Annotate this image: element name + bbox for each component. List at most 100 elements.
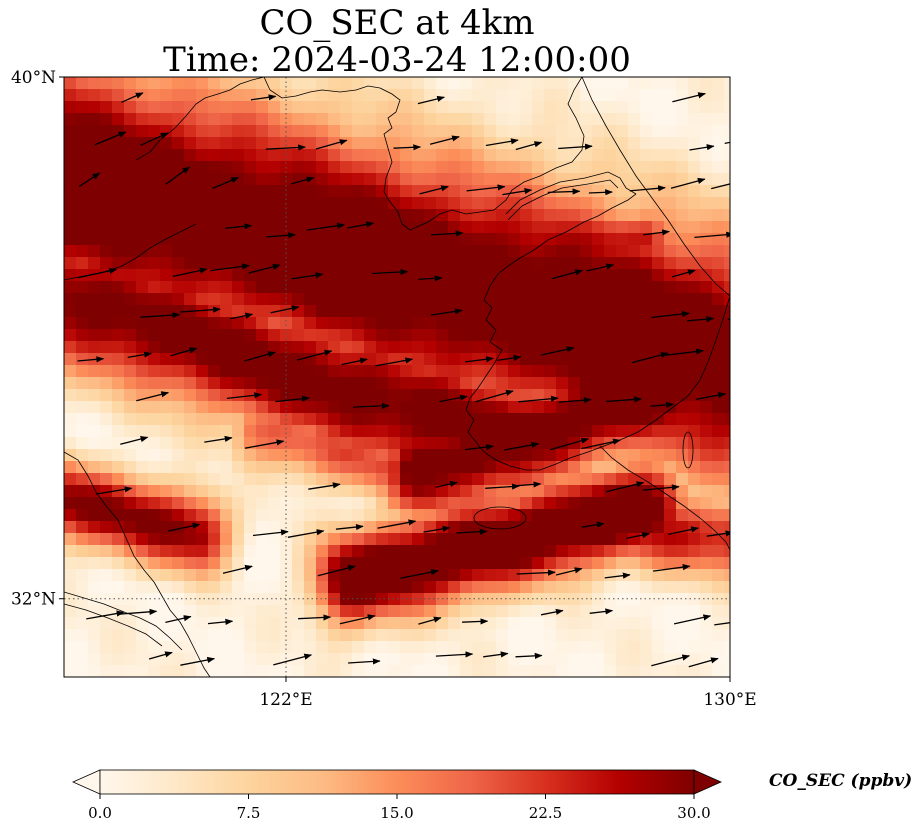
heat-cell (532, 257, 545, 270)
wind-vector (714, 622, 730, 626)
heat-cell (712, 245, 725, 258)
heat-cell (376, 509, 389, 522)
heat-cell (664, 581, 677, 594)
heat-cell (520, 281, 533, 294)
heat-cell (352, 485, 365, 498)
heat-cell (688, 245, 701, 258)
heat-cell (676, 341, 689, 354)
heat-cell (340, 185, 353, 198)
heat-cell (496, 509, 509, 522)
tsushima-island (682, 431, 694, 469)
heat-cell (640, 125, 653, 138)
heat-cell (592, 425, 605, 438)
heat-cell (292, 329, 305, 342)
heat-cell (208, 533, 221, 546)
heat-cell (508, 125, 521, 138)
heat-cell (568, 605, 581, 618)
heat-cell (544, 413, 557, 426)
heat-cell (88, 437, 101, 450)
heat-cell (652, 377, 665, 390)
heat-cell (232, 473, 245, 486)
heat-cell (496, 269, 509, 282)
heat-cell (556, 413, 569, 426)
heat-cell (88, 101, 101, 114)
heat-cell (520, 197, 533, 210)
heat-cell (388, 653, 401, 666)
heat-cell (100, 161, 113, 174)
heat-cell (268, 401, 281, 414)
heat-cell (88, 557, 101, 570)
heat-cell (544, 437, 557, 450)
heat-cell (340, 605, 353, 618)
heat-cell (88, 545, 101, 558)
heat-cell (616, 89, 629, 102)
heat-cell (196, 557, 209, 570)
heat-cell (640, 161, 653, 174)
heat-cell (556, 377, 569, 390)
wind-vector (464, 443, 494, 451)
heat-cell (544, 365, 557, 378)
heat-cell (484, 185, 497, 198)
heat-cell (256, 209, 269, 222)
heat-cell (424, 665, 437, 677)
heat-cell (268, 593, 281, 606)
heat-cell (532, 653, 545, 666)
heat-cell (544, 593, 557, 606)
heat-cell (232, 401, 245, 414)
heat-cell (100, 173, 113, 186)
heat-cell (268, 89, 281, 102)
heat-cell (388, 617, 401, 630)
wind-vector (290, 176, 315, 185)
heat-cell (256, 185, 269, 198)
heat-cell (136, 305, 149, 318)
heat-cell (520, 341, 533, 354)
heat-cell (640, 137, 653, 150)
heat-cell (112, 473, 125, 486)
heat-cell (400, 485, 413, 498)
heat-cell (700, 281, 713, 294)
heat-cell (520, 545, 533, 558)
heat-cell (700, 305, 713, 318)
heat-cell (208, 509, 221, 522)
heat-cell (664, 245, 677, 258)
heat-cell (532, 545, 545, 558)
heat-cell (64, 665, 77, 677)
heat-cell (412, 245, 425, 258)
heat-cell (532, 89, 545, 102)
heat-cell (592, 389, 605, 402)
heat-cell (664, 605, 677, 618)
heat-cell (196, 137, 209, 150)
wind-vector (558, 397, 592, 404)
heat-cell (76, 113, 89, 126)
heat-cell (448, 89, 461, 102)
heat-cell (352, 581, 365, 594)
heat-cell (244, 161, 257, 174)
wind-vector (291, 272, 324, 280)
heat-cell (184, 365, 197, 378)
heat-cell (484, 89, 497, 102)
heat-cell (712, 89, 725, 102)
heat-cell (436, 557, 449, 570)
heat-cell (448, 653, 461, 666)
heat-cell (196, 209, 209, 222)
heat-cell (112, 305, 125, 318)
heat-cell (712, 581, 725, 594)
wind-vector (375, 357, 414, 367)
heat-cell (352, 293, 365, 306)
heat-cell (64, 185, 77, 198)
heat-cell (700, 413, 713, 426)
heat-cell (148, 353, 161, 366)
heat-cell (448, 449, 461, 462)
heat-cell (652, 461, 665, 474)
heat-cell (496, 365, 509, 378)
heat-cell (724, 605, 730, 618)
heat-cell (292, 413, 305, 426)
heat-cell (124, 605, 137, 618)
heat-cell (592, 653, 605, 666)
heat-cell (640, 77, 653, 90)
heat-cell (352, 77, 365, 90)
heat-cell (400, 545, 413, 558)
heat-cell (388, 533, 401, 546)
heat-cell (580, 509, 593, 522)
heat-cell (412, 665, 425, 677)
